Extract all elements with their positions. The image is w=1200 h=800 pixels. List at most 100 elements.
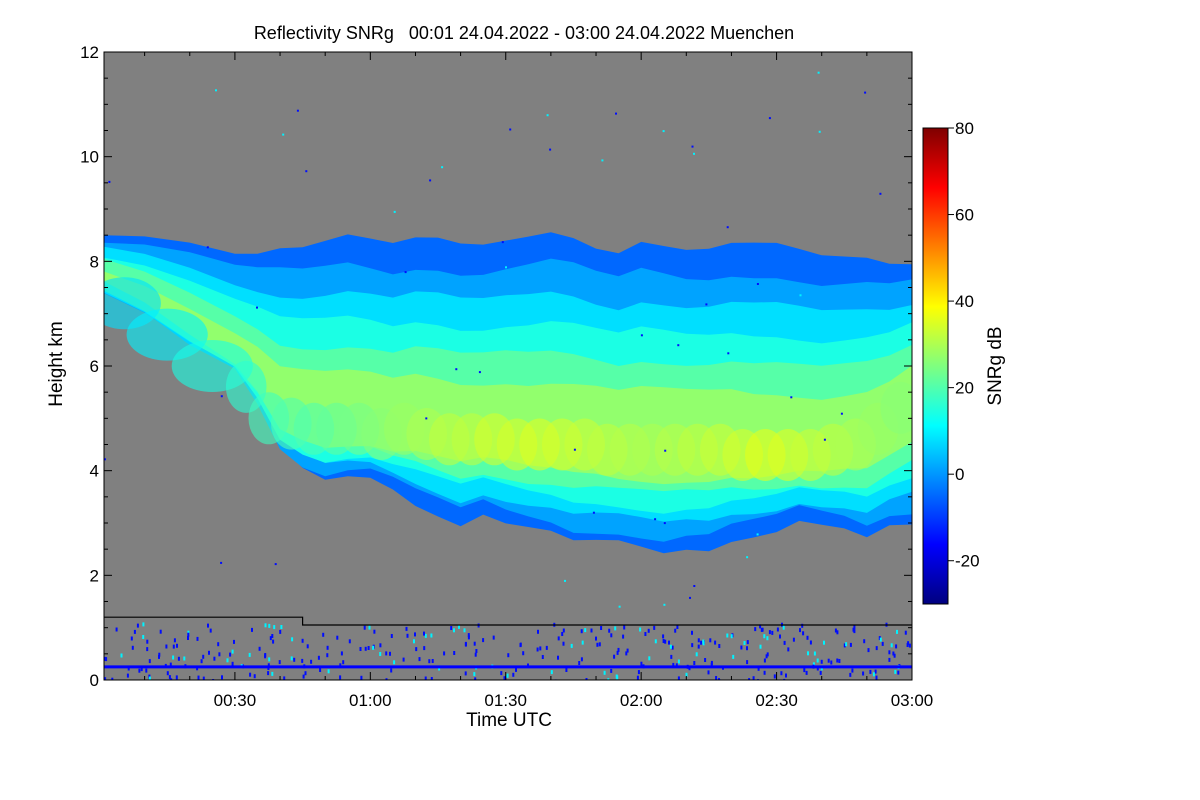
noise-pixel	[616, 675, 619, 680]
noise-pixel	[691, 643, 694, 648]
overlay-lines	[104, 616, 912, 669]
noise-pixel	[585, 678, 588, 680]
noise-pixel	[146, 639, 149, 644]
cloud-core	[880, 381, 912, 434]
noise-pixel	[608, 628, 611, 633]
noise-pixel	[166, 671, 169, 676]
noise-pixel	[710, 660, 713, 665]
noise-pixel	[340, 651, 343, 656]
colorbar-ticks: -20 0 20 40 60 80	[948, 119, 980, 571]
noise-pixel	[838, 659, 841, 663]
noise-pixel	[209, 628, 212, 633]
noise-pixel	[258, 646, 261, 651]
noise-pixel	[326, 653, 329, 658]
noise-pixel	[581, 640, 584, 645]
noise-pixel	[233, 639, 235, 644]
noise-pixel	[168, 675, 171, 680]
noise-pixel	[768, 117, 771, 120]
noise-pixel	[816, 658, 819, 663]
noise-pixel	[197, 675, 200, 680]
noise-pixel	[640, 661, 643, 666]
noise-pixel	[519, 642, 522, 647]
colorbar-tick-label: -20	[955, 552, 980, 571]
noise-pixel	[766, 636, 769, 641]
noise-pixel	[598, 642, 601, 647]
noise-pixel	[674, 628, 677, 633]
noise-pixel	[677, 659, 680, 664]
noise-pixel	[672, 662, 675, 667]
noise-pixel	[623, 625, 626, 630]
noise-pixel	[505, 266, 507, 269]
noise-pixel	[326, 645, 329, 650]
noise-pixel	[115, 627, 118, 632]
noise-pixel	[700, 640, 703, 645]
noise-pixel	[557, 655, 559, 660]
noise-pixel	[475, 649, 478, 653]
noise-pixel	[302, 674, 305, 679]
y-axis: 0 2 4 6 8 10 12	[80, 43, 912, 690]
noise-pixel	[172, 644, 175, 649]
noise-pixel	[853, 625, 856, 630]
noise-pixel	[592, 511, 595, 514]
noise-pixel	[104, 458, 106, 461]
y-tick-label: 8	[90, 252, 99, 271]
noise-pixel	[662, 634, 665, 639]
noise-pixel	[274, 563, 277, 566]
noise-pixel	[702, 639, 705, 644]
noise-pixel	[610, 668, 613, 673]
noise-pixel	[904, 630, 907, 635]
noise-pixel	[790, 396, 793, 399]
noise-pixel	[732, 654, 735, 659]
noise-pixel	[424, 676, 427, 680]
noise-pixel	[271, 671, 274, 676]
noise-pixel	[229, 652, 232, 657]
noise-pixel	[792, 637, 795, 642]
noise-pixel	[622, 634, 625, 639]
noise-pixel	[158, 652, 161, 657]
noise-pixel	[367, 646, 370, 650]
noise-pixel	[697, 644, 700, 649]
noise-pixel	[746, 556, 749, 559]
noise-pixel	[584, 628, 587, 633]
noise-pixel	[364, 646, 367, 651]
noise-pixel	[549, 148, 552, 151]
noise-pixel	[322, 632, 325, 637]
noise-pixel	[663, 522, 666, 525]
noise-pixel	[226, 658, 229, 663]
noise-pixel	[339, 663, 342, 668]
noise-pixel	[783, 678, 786, 680]
noise-pixel	[805, 670, 808, 675]
noise-pixel	[404, 271, 407, 274]
noise-pixel	[616, 650, 619, 655]
noise-pixel	[278, 660, 281, 665]
noise-pixel	[580, 657, 583, 662]
noise-pixel	[536, 647, 539, 652]
noise-pixel	[662, 639, 665, 643]
noise-pixel	[406, 633, 409, 638]
noise-pixel	[187, 636, 189, 640]
noise-pixel	[759, 644, 762, 649]
noise-pixel	[220, 561, 223, 564]
noise-pixel	[818, 130, 821, 133]
x-tick-label: 00:30	[214, 691, 257, 710]
noise-pixel	[845, 642, 848, 647]
noise-pixel	[897, 670, 900, 675]
noise-pixel	[467, 633, 470, 638]
noise-pixel	[803, 668, 806, 673]
noise-pixel	[402, 657, 405, 662]
noise-pixel	[176, 643, 178, 648]
noise-pixel	[296, 109, 299, 112]
noise-pixel	[771, 630, 774, 635]
noise-pixel	[697, 638, 700, 643]
noise-pixel	[268, 657, 271, 662]
noise-pixel	[565, 668, 568, 672]
noise-pixel	[251, 627, 253, 632]
noise-pixel	[763, 670, 766, 675]
noise-pixel	[173, 638, 176, 643]
noise-pixel	[336, 635, 339, 640]
noise-pixel	[269, 636, 272, 641]
noise-pixel	[669, 644, 672, 649]
noise-pixel	[372, 645, 375, 650]
noise-pixel	[405, 626, 408, 631]
noise-pixel	[654, 639, 657, 644]
